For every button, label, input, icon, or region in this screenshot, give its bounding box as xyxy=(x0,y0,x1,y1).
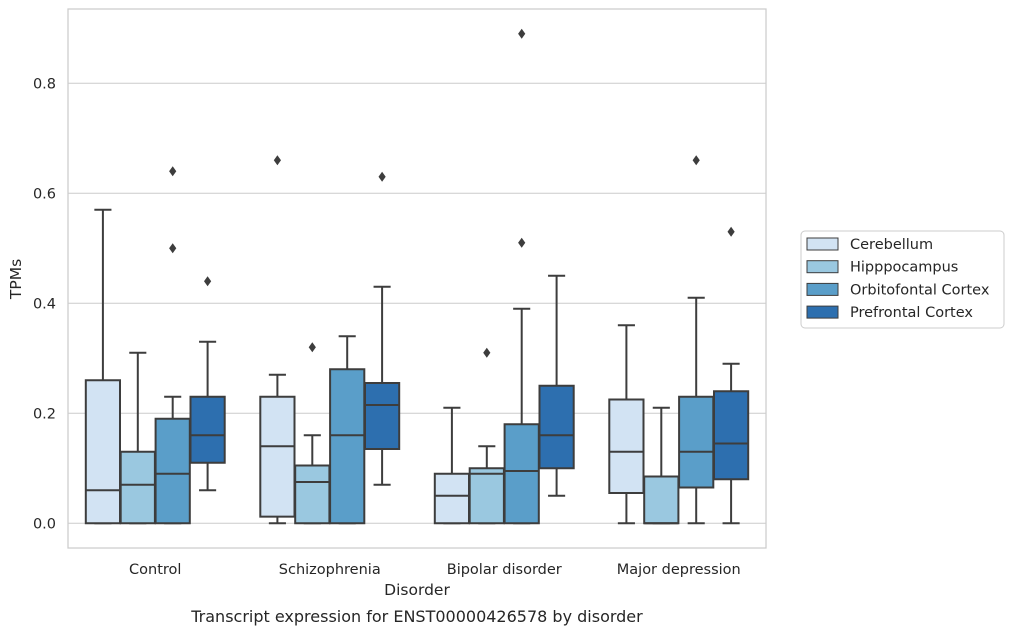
box-orbitofontal-cortex xyxy=(678,155,715,525)
x-tick-label: Schizophrenia xyxy=(279,562,381,578)
box-orbitofontal-cortex xyxy=(503,28,540,525)
box-iqr xyxy=(294,464,331,525)
box-iqr xyxy=(84,379,122,525)
box-hipppocampus xyxy=(119,351,156,525)
outlier-point xyxy=(169,243,177,254)
legend-label: Cerebellum xyxy=(850,237,933,253)
chart-caption: Transcript expression for ENST0000042657… xyxy=(190,607,643,626)
x-tick-label: Control xyxy=(129,562,181,578)
outlier-point xyxy=(518,237,526,248)
box-prefrontal-cortex xyxy=(189,276,226,492)
y-tick-label: 0.8 xyxy=(33,76,56,92)
y-axis-label: TPMs xyxy=(7,259,25,300)
box-prefrontal-cortex xyxy=(363,171,401,486)
box-hipppocampus xyxy=(643,406,680,525)
legend-label: Hipppocampus xyxy=(850,260,958,276)
outlier-point xyxy=(378,171,386,182)
legend: Cerebellum Hipppocampus Orbitofontal Corte… xyxy=(800,230,1005,329)
outlier-point xyxy=(483,347,491,358)
outlier-point xyxy=(169,166,177,177)
legend-swatch xyxy=(806,260,839,274)
box-series xyxy=(84,28,750,525)
box-iqr xyxy=(712,390,750,481)
box-iqr xyxy=(119,450,156,525)
box-iqr xyxy=(538,384,575,470)
outlier-point xyxy=(727,226,735,237)
box-iqr xyxy=(608,398,645,494)
box-cerebellum xyxy=(259,155,296,525)
y-tick-label: 0.4 xyxy=(33,296,56,312)
legend-swatch xyxy=(806,305,839,319)
y-tick-label: 0.0 xyxy=(33,516,56,532)
box-iqr xyxy=(189,395,226,464)
y-tick-label: 0.2 xyxy=(33,406,56,422)
y-tick-labels: 0.0 0.2 0.4 0.6 0.8 xyxy=(33,76,56,532)
box-iqr xyxy=(643,475,680,525)
legend-swatch xyxy=(806,282,839,296)
box-iqr xyxy=(678,395,715,489)
box-iqr xyxy=(259,395,296,518)
box-prefrontal-cortex xyxy=(538,274,575,497)
box-cerebellum xyxy=(608,324,645,525)
legend-label: Orbitofontal Cortex xyxy=(850,282,990,298)
x-tick-label: Major depression xyxy=(617,562,741,578)
outlier-point xyxy=(273,155,281,166)
outlier-point xyxy=(692,155,700,166)
outlier-point xyxy=(204,276,212,287)
box-iqr xyxy=(503,423,540,525)
box-iqr xyxy=(329,368,366,525)
box-iqr xyxy=(433,472,471,525)
y-tick-label: 0.6 xyxy=(33,186,56,202)
legend-label: Prefrontal Cortex xyxy=(850,305,973,321)
outlier-point xyxy=(518,28,526,39)
x-tick-label: Bipolar disorder xyxy=(447,562,562,578)
box-cerebellum xyxy=(84,208,122,525)
box-orbitofontal-cortex xyxy=(329,335,366,525)
box-prefrontal-cortex xyxy=(712,226,750,525)
box-iqr xyxy=(468,467,505,525)
legend-frame xyxy=(800,230,1005,329)
x-axis-label: Disorder xyxy=(384,581,450,599)
x-tick-labels: Control Schizophrenia Bipolar disorder Majo… xyxy=(129,562,741,578)
box-orbitofontal-cortex xyxy=(154,166,191,525)
legend-swatch xyxy=(806,237,839,251)
box-iqr xyxy=(363,382,401,450)
box-iqr xyxy=(154,417,191,525)
outlier-point xyxy=(308,342,316,353)
